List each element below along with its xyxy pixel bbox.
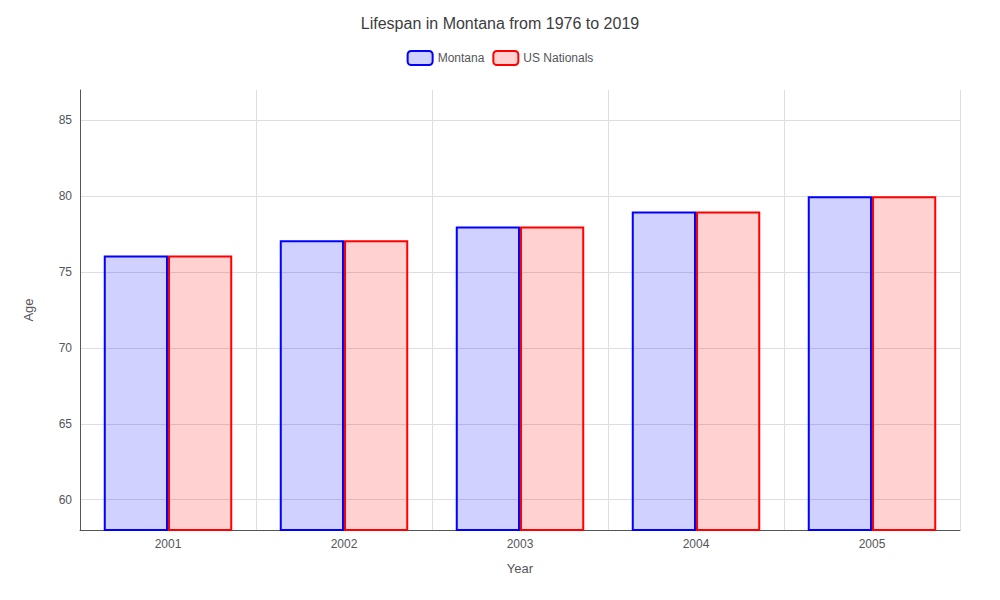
svg-text:2004: 2004 [683, 537, 710, 551]
svg-text:60: 60 [59, 493, 73, 507]
svg-text:85: 85 [59, 113, 73, 127]
svg-text:75: 75 [59, 265, 73, 279]
svg-text:65: 65 [59, 417, 73, 431]
svg-text:US Nationals: US Nationals [523, 51, 593, 65]
svg-text:2002: 2002 [331, 537, 358, 551]
svg-text:80: 80 [59, 189, 73, 203]
svg-text:Lifespan in Montana from 1976: Lifespan in Montana from 1976 to 2019 [361, 15, 640, 32]
svg-text:2005: 2005 [859, 537, 886, 551]
svg-text:Age: Age [21, 298, 36, 321]
svg-text:Year: Year [507, 561, 534, 576]
svg-text:2001: 2001 [155, 537, 182, 551]
svg-text:70: 70 [59, 341, 73, 355]
svg-text:Montana: Montana [438, 51, 485, 65]
svg-text:2003: 2003 [507, 537, 534, 551]
